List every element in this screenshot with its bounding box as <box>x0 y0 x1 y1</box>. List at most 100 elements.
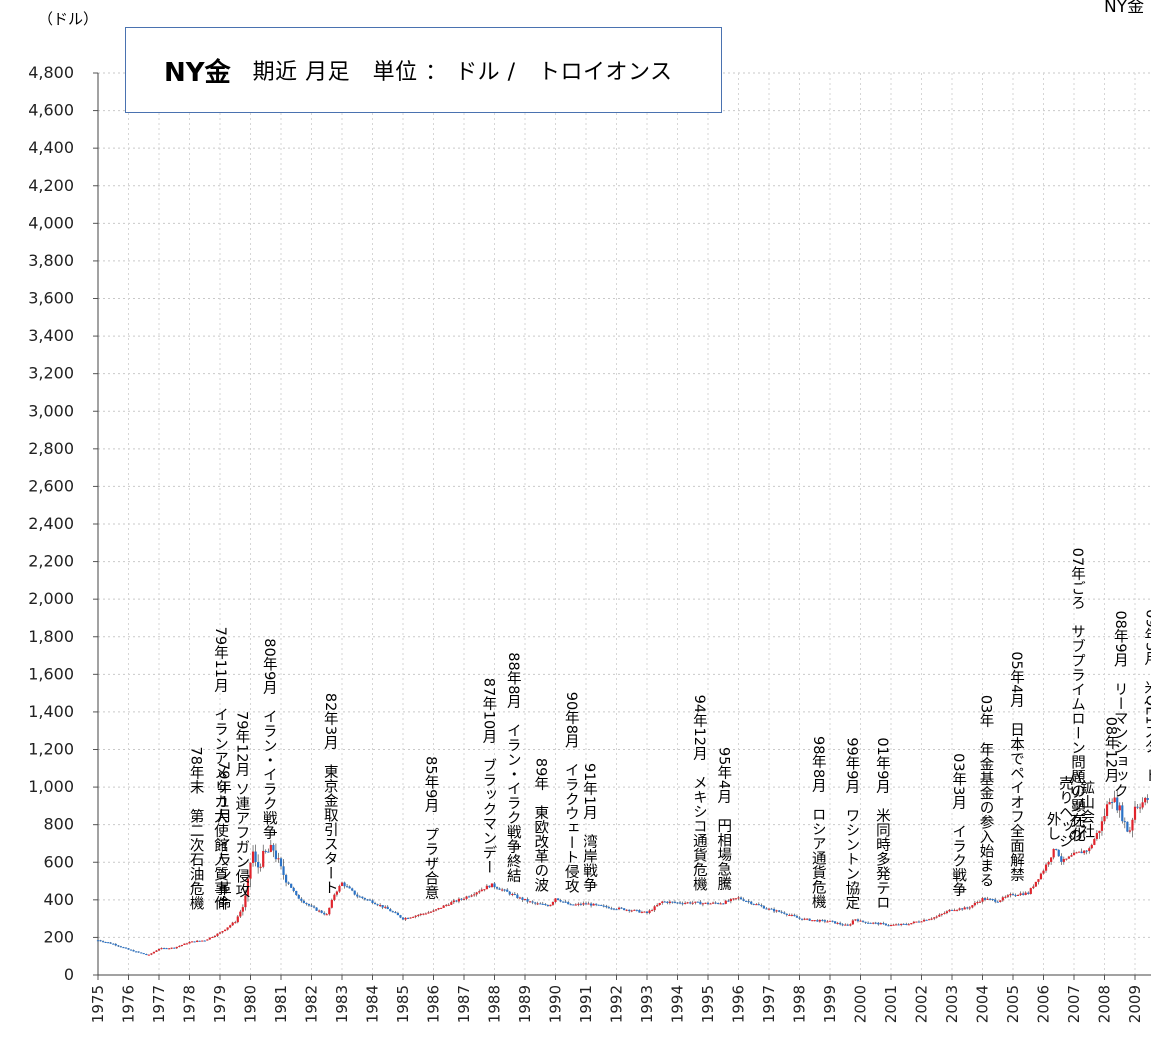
candle-body <box>732 898 735 900</box>
candle-body <box>208 937 211 940</box>
candle-body <box>340 882 344 886</box>
candle-body <box>739 897 743 900</box>
candle-body <box>206 939 209 941</box>
candle-body <box>521 897 524 900</box>
candle-body <box>574 904 577 906</box>
candle-body <box>1072 852 1076 856</box>
candle-body <box>284 874 288 883</box>
x-tick-label: 1995 <box>699 985 717 1023</box>
y-tick-label: 4,200 <box>28 176 74 195</box>
candle-body <box>933 917 936 919</box>
candle-body <box>1144 797 1147 803</box>
candle-body <box>684 902 687 904</box>
candle-body <box>849 924 852 926</box>
x-tick-label: 1975 <box>89 985 107 1023</box>
candle-body <box>503 889 506 891</box>
candle-body <box>452 900 455 903</box>
candle-body <box>793 914 796 917</box>
candle-body <box>302 900 305 903</box>
candle-body <box>556 898 560 901</box>
candle-body <box>495 887 499 889</box>
candle-body <box>457 898 461 902</box>
annotation-label: 99年9月 ワシントン協定 <box>843 737 859 911</box>
candle-body <box>150 953 153 955</box>
y-tick-label: 3,000 <box>28 401 74 420</box>
x-tick-label: 2004 <box>974 985 992 1023</box>
x-tick-label: 1998 <box>791 985 809 1023</box>
candle-body <box>851 920 854 925</box>
y-tick-label: 1,600 <box>28 664 74 683</box>
candle-body <box>396 912 400 916</box>
candle-body <box>803 918 806 920</box>
candle-body <box>709 903 712 905</box>
x-tick-label: 1982 <box>303 985 321 1023</box>
y-tick-label: 2,800 <box>28 439 74 458</box>
candle-body <box>628 909 631 911</box>
candle-body <box>478 891 481 893</box>
annotation-label: 売りヘッジ <box>1057 776 1073 849</box>
candle-body <box>429 911 433 913</box>
candle-body <box>1085 850 1088 852</box>
candle-body <box>1083 850 1086 854</box>
candle-body <box>198 940 201 942</box>
candle-body <box>239 911 242 917</box>
y-tick-label: 3,400 <box>28 326 74 345</box>
candle-body <box>1037 879 1040 882</box>
candle-body <box>450 902 453 905</box>
x-tick-label: 1979 <box>211 985 229 1023</box>
candle-body <box>101 941 105 943</box>
candle-body <box>1062 859 1065 862</box>
candle-body <box>112 943 115 945</box>
candle-body <box>1133 806 1137 820</box>
candle-body <box>185 943 189 945</box>
candle-body <box>874 922 877 924</box>
candle-body <box>1131 819 1134 831</box>
candle-body <box>1090 844 1093 849</box>
candle-body <box>925 919 928 921</box>
candle-body <box>879 923 882 925</box>
candle-body <box>681 903 684 905</box>
candle-body <box>371 900 374 903</box>
x-tick-label: 2008 <box>1096 985 1114 1023</box>
candle-body <box>760 905 763 907</box>
candle-body <box>955 909 959 911</box>
candle-body <box>1100 821 1104 831</box>
candle-body <box>335 891 339 895</box>
candle-body <box>836 922 839 924</box>
candle-body <box>508 891 511 895</box>
candle-body <box>584 903 588 905</box>
candle-body <box>175 946 178 949</box>
candle-body <box>767 908 771 910</box>
candle-body <box>676 902 679 904</box>
candle-body <box>719 903 722 905</box>
candle-body <box>788 914 791 916</box>
candle-body <box>1075 852 1078 854</box>
candle-body <box>1052 848 1055 858</box>
y-tick-label: 2,600 <box>28 476 74 495</box>
candle-body <box>437 908 440 910</box>
y-tick-label: 4,000 <box>28 213 74 232</box>
candle-body <box>996 901 999 903</box>
candle-body <box>869 922 872 924</box>
candle-body <box>262 850 265 867</box>
candle-body <box>953 910 956 912</box>
candle-body <box>920 921 923 923</box>
candle-body <box>470 895 473 897</box>
candle-body <box>401 917 405 920</box>
candlesticks <box>96 789 1149 956</box>
candle-body <box>1016 894 1020 896</box>
candle-body <box>928 919 931 921</box>
y-tick-label: 1,800 <box>28 627 74 646</box>
candle-body <box>244 895 247 908</box>
candle-body <box>813 920 816 922</box>
candle-body <box>889 924 893 926</box>
candle-body <box>643 911 646 913</box>
candle-body <box>714 902 717 904</box>
candle-body <box>168 948 171 950</box>
x-tick-label: 1981 <box>272 985 290 1023</box>
candle-body <box>579 903 583 905</box>
candle-body <box>1128 830 1132 832</box>
candle-body <box>493 883 496 888</box>
candle-body <box>696 901 699 903</box>
